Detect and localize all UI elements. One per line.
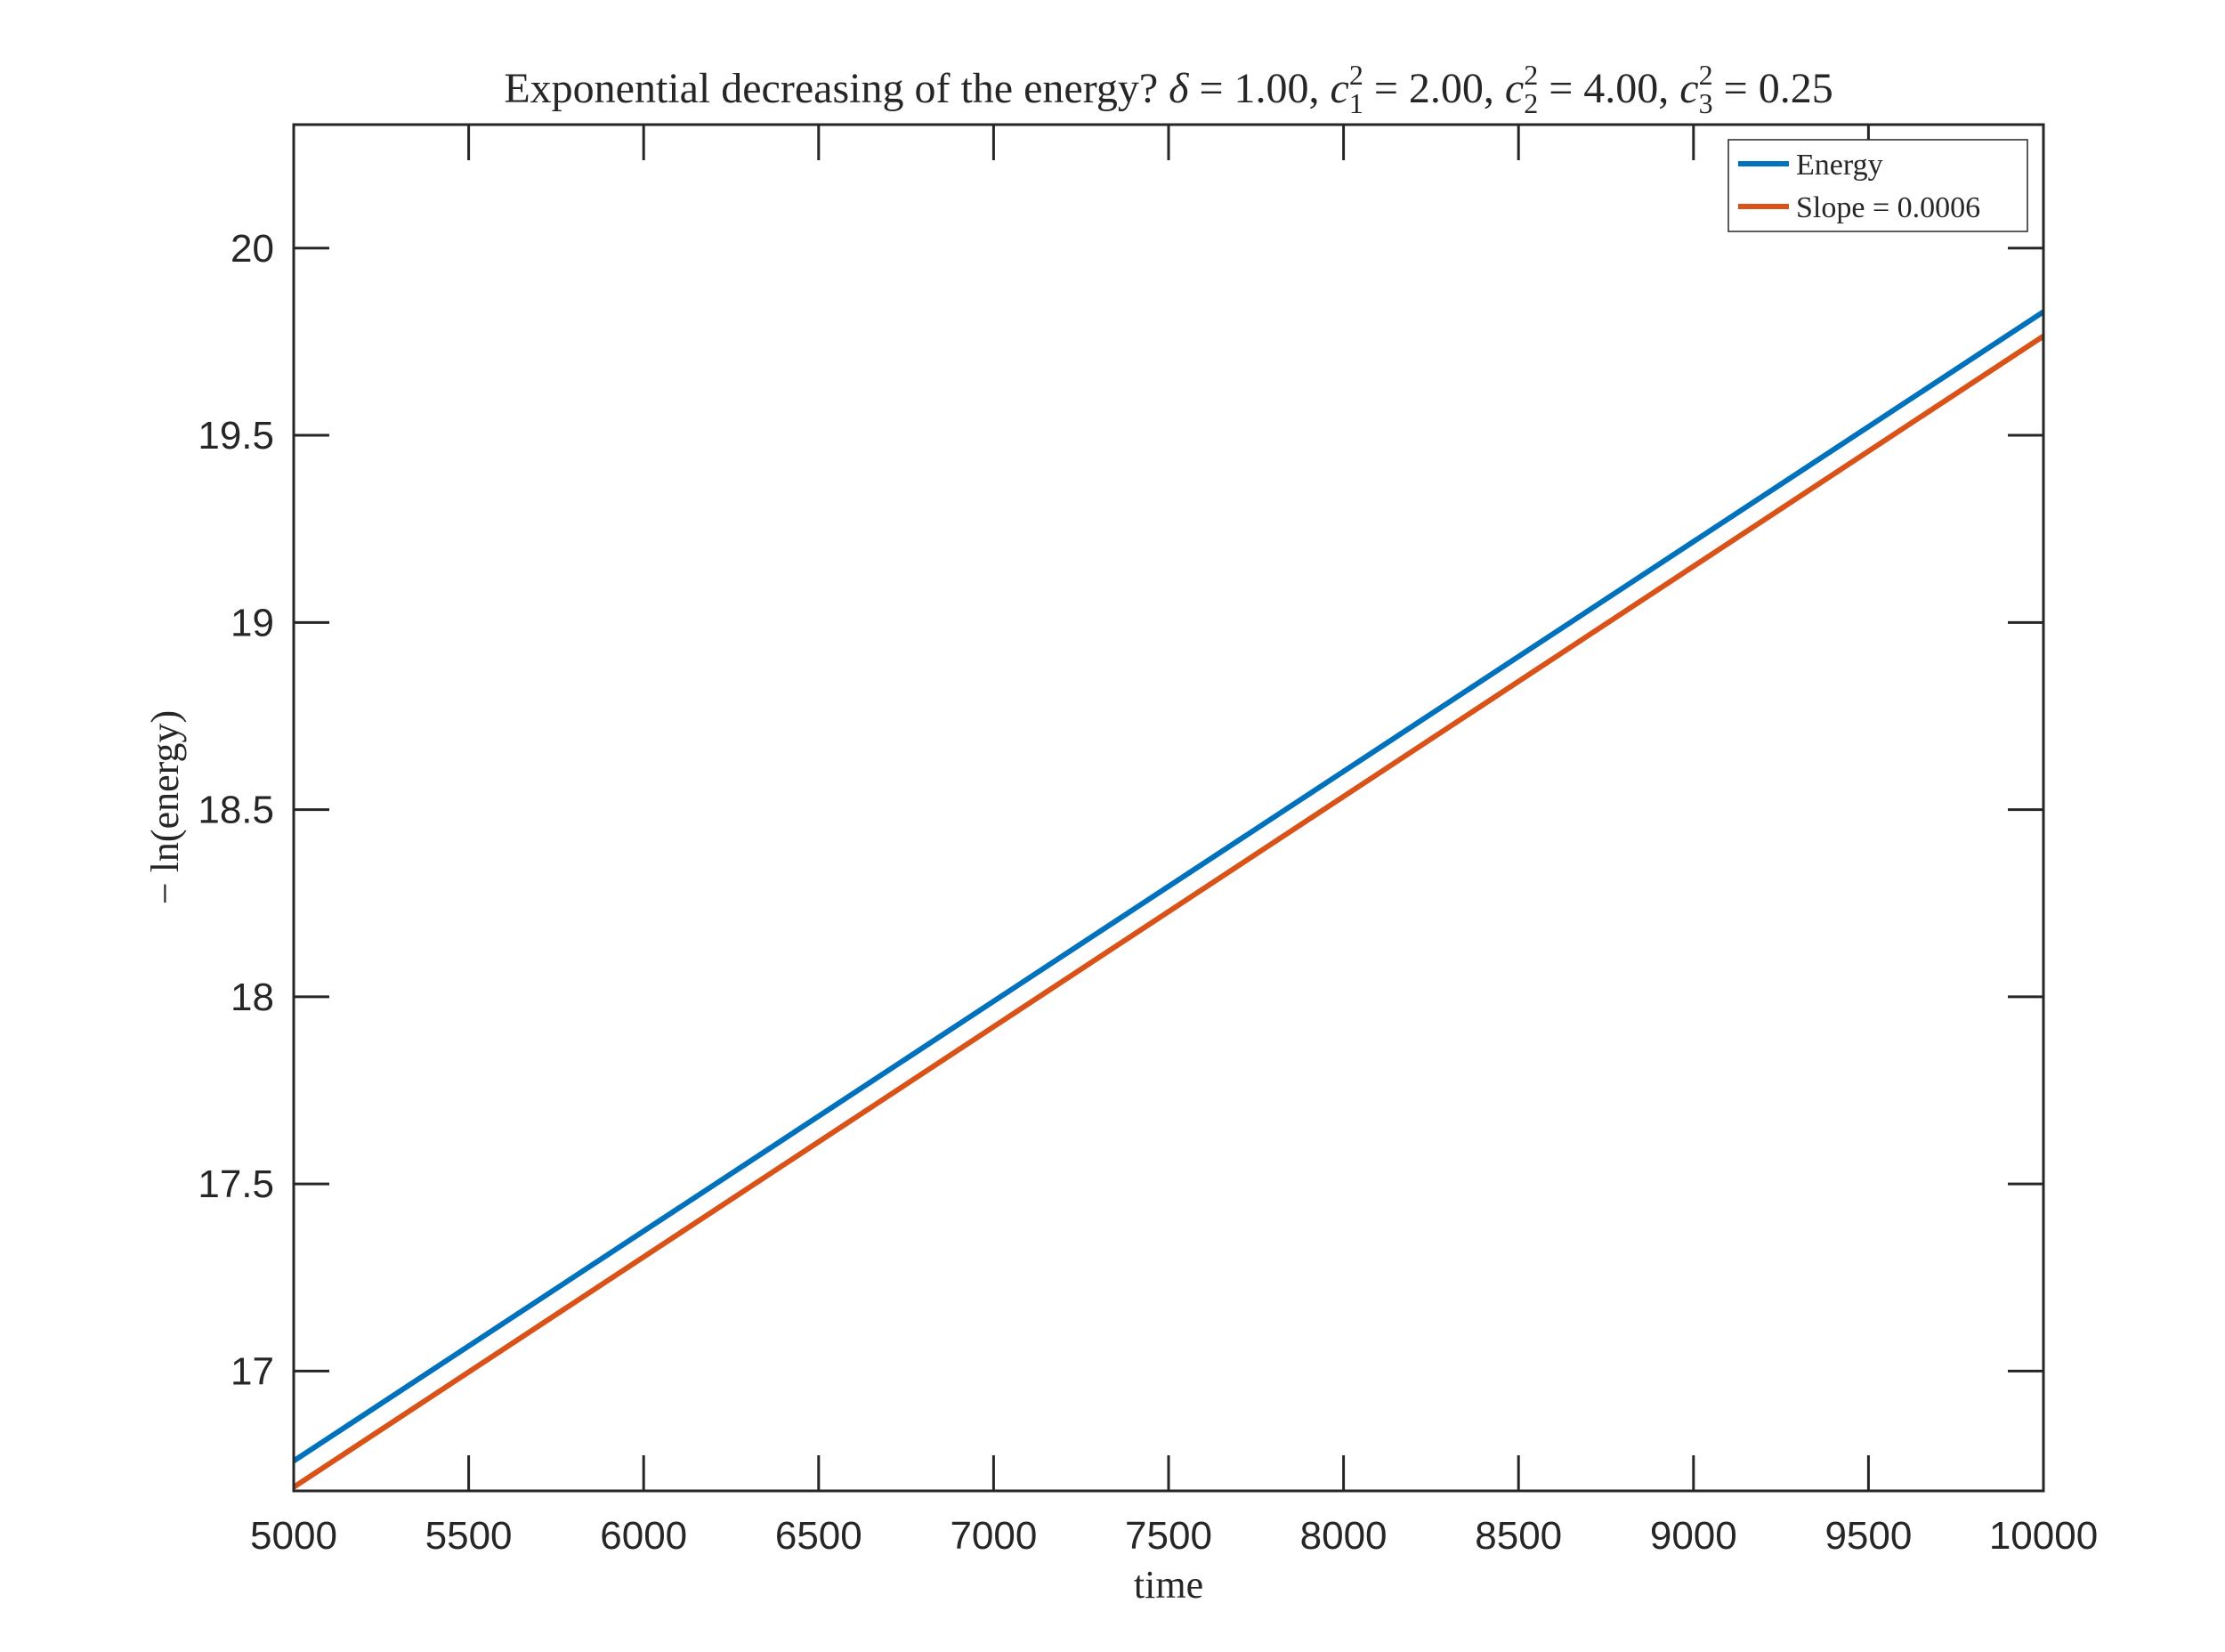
legend-label-slope: Slope = 0.0006 [1796, 191, 1980, 224]
chart-title: Exponential decreasing of the energy? δ … [504, 59, 1833, 119]
x-tick-label: 7500 [1125, 1514, 1212, 1558]
plot-frame [292, 123, 2045, 1493]
y-tick-label: 18 [231, 976, 274, 1019]
y-tick-label: 20 [231, 227, 274, 271]
x-tick-label: 6000 [600, 1514, 687, 1558]
x-tick-label: 9000 [1650, 1514, 1737, 1558]
y-tick-label: 17.5 [198, 1162, 274, 1206]
legend-box [1727, 139, 2028, 232]
x-tick-label: 9500 [1824, 1514, 1912, 1558]
x-tick-label: 5000 [250, 1514, 337, 1558]
series-line-1 [294, 334, 2043, 1490]
x-axis-label: time [1134, 1563, 1203, 1607]
x-tick-label: 8500 [1475, 1514, 1562, 1558]
y-axis-label: − ln(energy) [143, 710, 187, 904]
x-tick-label: 8000 [1300, 1514, 1388, 1558]
y-ticks: 17 17.5 18 18.5 19 19.5 20 [198, 227, 2043, 1393]
series-layer [294, 309, 2043, 1490]
x-tick-label: 5500 [425, 1514, 513, 1558]
y-tick-label: 19 [231, 601, 274, 644]
x-tick-label: 7000 [950, 1514, 1037, 1558]
y-tick-label: 17 [231, 1349, 274, 1393]
series-line-0 [294, 309, 2043, 1463]
legend-label-energy: Energy [1796, 149, 1883, 182]
y-tick-label: 19.5 [198, 414, 274, 458]
x-tick-label: 10000 [1989, 1514, 2098, 1558]
x-ticks: 5000 5500 6000 6500 7000 7500 8000 8500 9000 9500… [250, 125, 2098, 1558]
legend: Energy Slope = 0.0006 [1727, 139, 2028, 232]
y-tick-label: 18.5 [198, 789, 274, 832]
x-tick-label: 6500 [775, 1514, 862, 1558]
